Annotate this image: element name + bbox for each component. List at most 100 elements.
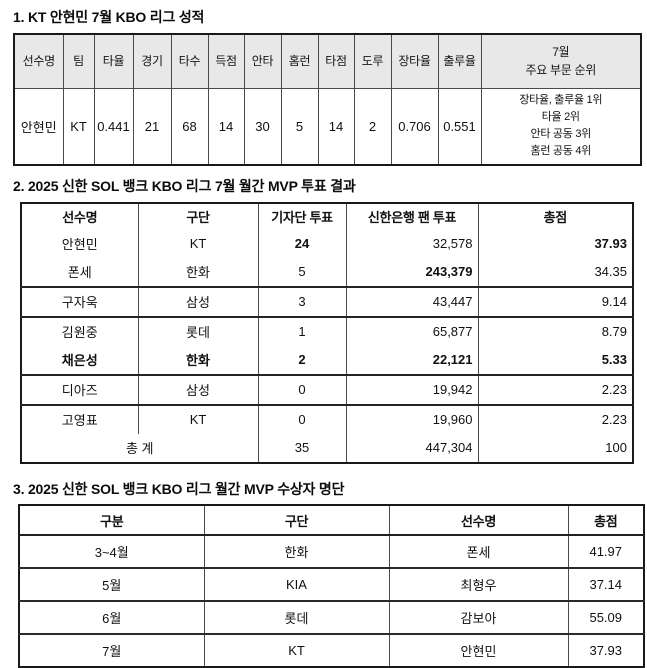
header-cell: 기자단 투표 [257, 202, 346, 230]
winner-cell: 한화 [203, 535, 389, 570]
header-cell: 타수 [170, 33, 209, 89]
header-cell: 출루율 [437, 33, 482, 89]
total-cell: 35 [257, 433, 346, 463]
table-row: 폰세 한화 5 243,379 34.35 [21, 257, 633, 288]
stat-cell: KT [62, 87, 95, 166]
header-cell: 구분 [19, 505, 204, 537]
stat-cell: 5 [280, 87, 319, 166]
vote-cell: 37.93 [477, 229, 633, 258]
header-cell: 안타 [243, 33, 282, 89]
vote-cell: 롯데 [137, 316, 258, 346]
mvp-voting-header: 선수명 구단 기자단 투표 신한은행 팬 투표 총점 [21, 202, 633, 230]
vote-cell: 삼성 [137, 374, 258, 406]
vote-cell: 구자욱 [21, 286, 138, 318]
header-cell: 총점 [567, 505, 644, 537]
vote-cell: 2.23 [477, 404, 633, 434]
vote-cell: 한화 [137, 257, 258, 288]
header-cell: 타점 [317, 33, 355, 89]
vote-cell: 고영표 [61, 413, 98, 429]
table-row: 3~4월 한화 폰세 41.97 [19, 535, 644, 570]
winner-cell: 41.97 [567, 535, 644, 570]
total-cell: 447,304 [345, 433, 478, 463]
table-row: 선수명 구단 기자단 투표 신한은행 팬 투표 총점 [21, 202, 633, 230]
vote-cell: 19,942 [345, 374, 478, 406]
stat-cell: 30 [243, 87, 282, 166]
player-stats-body: 안현민 KT 0.441 21 68 14 30 5 14 2 0.706 0.551 장타율, 출루율… [13, 87, 642, 166]
vote-cell: 8.79 [477, 316, 633, 346]
section3-title: 3. 2025 신한 SOL 뱅크 KBO 리그 월간 MVP 수상자 명단 [13, 480, 345, 497]
table-row: 안현민 KT 24 32,578 37.93 [21, 229, 633, 258]
table-row: 채은성 한화 2 22,121 5.33 [21, 345, 633, 376]
table-row: 선수명 팀 타율 경기 타수 득점 안타 홈런 타점 도루 장타율 출루율 7월 주요 부문 순위 [13, 33, 642, 89]
stat-cell: 68 [170, 87, 209, 166]
vote-cell: 19,960 [345, 404, 478, 434]
stat-cell: 14 [317, 87, 355, 166]
vote-cell: 32,578 [345, 229, 478, 258]
mvp-winners-body: 3~4월 한화 폰세 41.97 5월 KIA 최형우 37.14 6월 롯데 감보아 55.09 7월… [19, 535, 644, 668]
winner-cell: 폰세 [388, 535, 568, 570]
section2-title: 2. 2025 신한 SOL 뱅크 KBO 리그 7월 월간 MVP 투표 결과 [13, 177, 356, 194]
header-cell: 선수명 [13, 33, 64, 89]
total-cell: 100 [477, 433, 633, 463]
header-cell: 선수명 [388, 505, 568, 537]
header-cell: 장타율 [390, 33, 439, 89]
section1-title: 1. KT 안현민 7월 KBO 리그 성적 [13, 9, 205, 25]
stat-cell: 0.706 [390, 87, 439, 166]
winner-cell: 롯데 [203, 601, 389, 636]
vote-cell: KT [137, 229, 258, 258]
header-cell: 총점 [477, 202, 633, 230]
winner-cell: 최형우 [388, 568, 568, 603]
vote-cell: 한화 [137, 345, 258, 376]
header-cell: 7월 주요 부문 순위 [480, 33, 642, 89]
vote-cell: 안현민 [61, 237, 98, 253]
stat-cell: 0.441 [93, 87, 134, 166]
vote-cell: 22,121 [345, 345, 478, 376]
vote-cell: 5 [257, 257, 346, 288]
vote-cell: 디아즈 [21, 374, 138, 406]
header-cell: 신한은행 팬 투표 [345, 202, 478, 230]
header-cell: 구단 [203, 505, 389, 537]
stat-cell: 21 [132, 87, 172, 166]
mvp-winners-table: 구분 구단 선수명 총점 3~4월 한화 폰세 41.97 5월 KIA 최형우 37.14 6월 롯데… [18, 504, 645, 668]
vote-cell: 34.35 [477, 257, 633, 288]
header-cell: 득점 [207, 33, 245, 89]
table-row: 구자욱 삼성 3 43,447 9.14 [21, 286, 633, 318]
mvp-voting-body: 안현민 KT 24 32,578 37.93 폰세 한화 5 243,379 34.35 구자욱 삼성… [21, 229, 633, 463]
total-row: 총 계 35 447,304 100 [21, 433, 633, 463]
header-cell: 타율 [93, 33, 134, 89]
vote-cell: 24 [257, 229, 346, 258]
player-stats-header: 선수명 팀 타율 경기 타수 득점 안타 홈런 타점 도루 장타율 출루율 7월 주요 부문 순위 [13, 33, 642, 89]
table-row: 구분 구단 선수명 총점 [19, 505, 644, 537]
header-cell: 도루 [353, 33, 392, 89]
mvp-voting-table: 선수명 구단 기자단 투표 신한은행 팬 투표 총점 안현민 KT 24 32,578 37.9… [20, 201, 634, 464]
vote-cell: 0 [257, 404, 346, 434]
winner-cell: 37.93 [567, 634, 644, 668]
vote-cell: 3 [257, 286, 346, 318]
winner-cell: 37.14 [567, 568, 644, 603]
table-row: 5월 KIA 최형우 37.14 [19, 568, 644, 603]
mvp-winners-header: 구분 구단 선수명 총점 [19, 505, 644, 537]
header-cell: 선수명 [62, 210, 98, 226]
header-cell: 홈런 [280, 33, 319, 89]
vote-cell: 채은성 [21, 345, 138, 376]
winner-cell: 감보아 [388, 601, 568, 636]
table-row: 고영표 KT 0 19,960 2.23 [21, 404, 633, 434]
vote-cell: 5.33 [477, 345, 633, 376]
vote-cell: 김원중 [61, 325, 98, 341]
total-label-cell: 총 계 [125, 441, 154, 457]
rank-summary-cell: 장타율, 출루율 1위 타율 2위 안타 공동 3위 홈런 공동 4위 [480, 87, 642, 166]
vote-cell: 2.23 [477, 374, 633, 406]
header-cell: 구단 [137, 202, 258, 230]
vote-cell: 2 [257, 345, 346, 376]
winner-cell: KT [203, 634, 389, 668]
stat-cell: 안현민 [13, 87, 64, 166]
winner-cell: 5월 [19, 568, 204, 603]
table-row: 디아즈 삼성 0 19,942 2.23 [21, 374, 633, 406]
winner-cell: 55.09 [567, 601, 644, 636]
table-row: 김원중 롯데 1 65,877 8.79 [21, 316, 633, 346]
vote-cell: 0 [257, 374, 346, 406]
vote-cell: 243,379 [345, 257, 478, 288]
vote-cell: 폰세 [21, 257, 138, 288]
winner-cell: 7월 [102, 644, 122, 660]
